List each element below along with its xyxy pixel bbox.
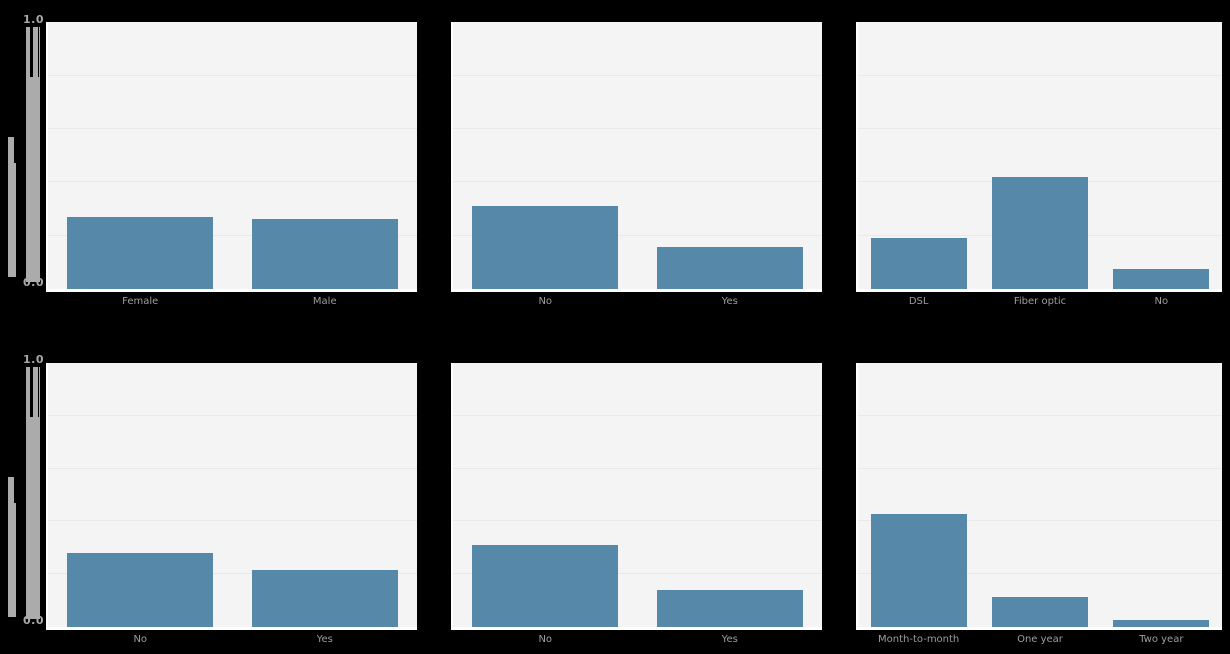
gridline bbox=[858, 414, 1222, 416]
plot-area-5 bbox=[451, 362, 822, 630]
x-tick-label: Female bbox=[122, 295, 159, 307]
gridline bbox=[48, 128, 417, 130]
plot-area-3 bbox=[856, 22, 1222, 292]
gridline bbox=[453, 128, 822, 130]
x-tick-label: Fiber optic bbox=[1013, 295, 1067, 307]
x-tick-label: No bbox=[133, 633, 148, 645]
bar-male bbox=[251, 219, 398, 289]
gridline bbox=[48, 573, 417, 575]
gridline bbox=[453, 74, 822, 76]
bar-yes bbox=[656, 589, 803, 627]
bar-no bbox=[472, 544, 619, 627]
plot-area-4 bbox=[46, 362, 417, 630]
gridline bbox=[858, 573, 1222, 575]
y-axis-artifact-gap bbox=[13, 477, 16, 503]
bar-fiber-optic bbox=[992, 176, 1088, 289]
x-tick-label: Two year bbox=[1139, 633, 1184, 645]
y-axis-artifact-column-thin bbox=[8, 477, 16, 617]
gridline bbox=[48, 467, 417, 469]
gridline bbox=[48, 414, 417, 416]
gridline bbox=[453, 467, 822, 469]
y-axis-artifact-gap bbox=[37, 27, 39, 77]
y-axis-artifact-gap bbox=[29, 27, 33, 77]
x-tick-label: Yes bbox=[721, 633, 738, 645]
gridline bbox=[48, 181, 417, 183]
plot-area-6 bbox=[856, 362, 1222, 630]
gridline bbox=[48, 74, 417, 76]
gridline bbox=[453, 414, 822, 416]
x-tick-label: No bbox=[1154, 295, 1169, 307]
x-axis-labels-6: Month-to-month One year Two year bbox=[858, 634, 1222, 649]
plot-area-2 bbox=[451, 22, 822, 292]
gridline bbox=[48, 234, 417, 236]
gridline bbox=[858, 128, 1222, 130]
gridline bbox=[453, 234, 822, 236]
x-tick-label: Yes bbox=[721, 295, 738, 307]
x-tick-label: Month-to-month bbox=[878, 633, 960, 645]
x-axis-labels-4: No Yes bbox=[48, 634, 417, 649]
bar-dsl bbox=[870, 237, 967, 289]
x-tick-label: No bbox=[538, 633, 553, 645]
gridline bbox=[858, 520, 1222, 522]
gridline bbox=[453, 573, 822, 575]
y-tick-label-top: 1.0 bbox=[23, 353, 44, 366]
x-tick-label: No bbox=[538, 295, 553, 307]
x-tick-label: One year bbox=[1017, 633, 1063, 645]
plot-area-1 bbox=[46, 22, 417, 292]
y-tick-label-top: 1.0 bbox=[23, 13, 44, 26]
bar-one-year bbox=[992, 597, 1088, 627]
bar-yes bbox=[656, 247, 803, 289]
gridline bbox=[48, 520, 417, 522]
x-tick-label: Yes bbox=[316, 633, 333, 645]
bar-month-to-month bbox=[870, 514, 967, 627]
x-axis-labels-1: Female Male bbox=[48, 296, 417, 311]
bar-female bbox=[67, 216, 214, 289]
y-axis-artifact-column bbox=[26, 27, 40, 282]
y-axis-artifact-column-thin bbox=[8, 137, 16, 277]
bar-no bbox=[67, 552, 214, 627]
bar-no bbox=[472, 205, 619, 289]
bar-no bbox=[1113, 268, 1210, 289]
x-axis-labels-2: No Yes bbox=[453, 296, 822, 311]
gridline bbox=[858, 467, 1222, 469]
gridline bbox=[453, 181, 822, 183]
x-tick-label: DSL bbox=[908, 295, 929, 307]
y-axis-artifact-gap bbox=[29, 367, 33, 417]
y-axis-artifact-gap bbox=[13, 137, 16, 163]
x-tick-label: Male bbox=[312, 295, 337, 307]
bar-two-year bbox=[1113, 619, 1210, 627]
y-axis-artifact-column bbox=[26, 367, 40, 619]
gridline bbox=[453, 520, 822, 522]
x-axis-labels-5: No Yes bbox=[453, 634, 822, 649]
x-axis-labels-3: DSL Fiber optic No bbox=[858, 296, 1222, 311]
bar-yes bbox=[251, 569, 398, 627]
y-axis-artifact-gap bbox=[37, 367, 39, 417]
gridline bbox=[858, 74, 1222, 76]
